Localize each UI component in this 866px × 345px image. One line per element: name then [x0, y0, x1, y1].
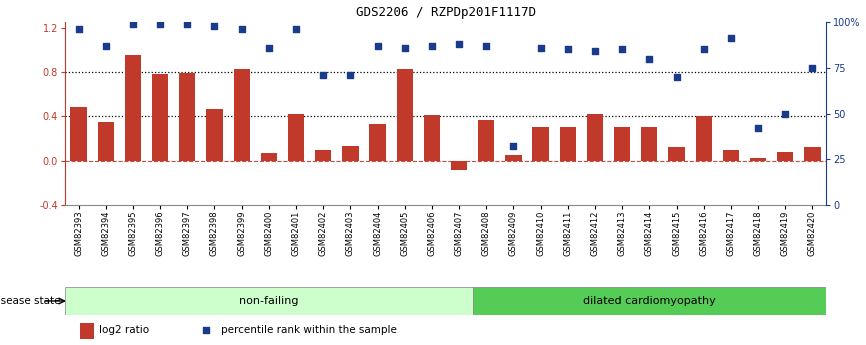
- Point: [199, 327, 213, 333]
- Bar: [315, 149, 332, 161]
- Bar: [451, 161, 468, 169]
- Point: [669, 74, 683, 80]
- Point: [208, 23, 222, 28]
- Point: [724, 36, 738, 41]
- Bar: [805, 147, 821, 161]
- Bar: [152, 74, 168, 161]
- Point: [180, 21, 194, 27]
- Point: [615, 47, 629, 52]
- Bar: [234, 69, 249, 161]
- Bar: [750, 158, 766, 161]
- Point: [99, 43, 113, 49]
- Point: [153, 21, 167, 27]
- Point: [561, 47, 575, 52]
- Point: [533, 45, 547, 50]
- Bar: [125, 55, 141, 161]
- Point: [289, 27, 303, 32]
- Bar: [98, 122, 114, 161]
- Text: log2 ratio: log2 ratio: [100, 325, 149, 335]
- Text: disease state: disease state: [0, 296, 61, 306]
- Bar: [370, 124, 385, 161]
- Bar: [206, 109, 223, 161]
- Bar: [669, 147, 685, 161]
- Point: [344, 72, 358, 78]
- Bar: [81, 323, 94, 339]
- Point: [235, 27, 249, 32]
- Point: [397, 45, 411, 50]
- Point: [643, 56, 656, 61]
- Bar: [423, 115, 440, 161]
- Point: [751, 125, 765, 131]
- Point: [425, 43, 439, 49]
- Point: [697, 47, 711, 52]
- Point: [126, 21, 140, 27]
- Bar: [473, 287, 826, 315]
- Bar: [397, 69, 413, 161]
- Point: [779, 111, 792, 116]
- Bar: [179, 73, 196, 161]
- Bar: [65, 287, 473, 315]
- Point: [588, 49, 602, 54]
- Title: GDS2206 / RZPDp201F1117D: GDS2206 / RZPDp201F1117D: [356, 7, 535, 19]
- Bar: [777, 152, 793, 161]
- Bar: [288, 114, 304, 161]
- Bar: [614, 127, 630, 161]
- Point: [316, 72, 330, 78]
- Text: non-failing: non-failing: [239, 296, 299, 306]
- Text: dilated cardiomyopathy: dilated cardiomyopathy: [583, 296, 715, 306]
- Point: [480, 43, 494, 49]
- Bar: [478, 120, 494, 161]
- Bar: [559, 127, 576, 161]
- Point: [72, 27, 86, 32]
- Point: [507, 144, 520, 149]
- Text: percentile rank within the sample: percentile rank within the sample: [221, 325, 397, 335]
- Point: [262, 45, 275, 50]
- Bar: [505, 155, 521, 161]
- Bar: [533, 127, 549, 161]
- Bar: [587, 114, 603, 161]
- Point: [452, 41, 466, 47]
- Bar: [723, 149, 739, 161]
- Point: [371, 43, 385, 49]
- Bar: [641, 127, 657, 161]
- Point: [805, 65, 819, 70]
- Bar: [70, 107, 87, 161]
- Bar: [261, 153, 277, 161]
- Bar: [695, 116, 712, 161]
- Bar: [342, 146, 359, 161]
